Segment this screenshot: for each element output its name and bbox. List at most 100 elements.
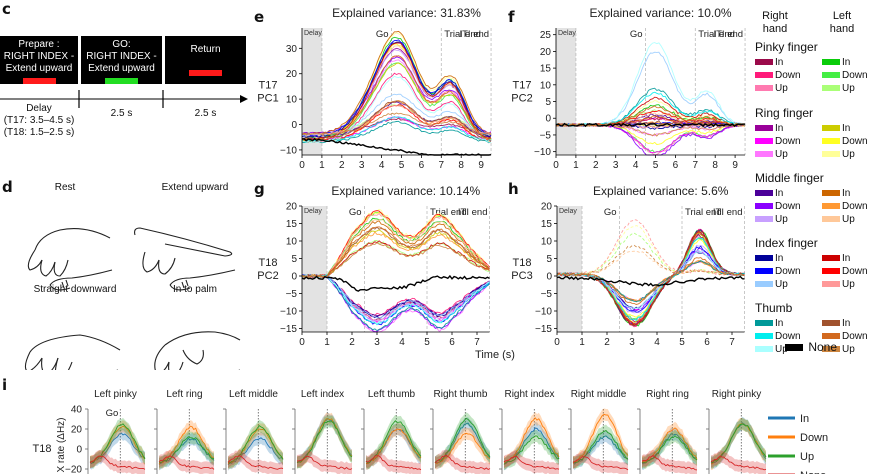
legend-label: Up [775,149,788,160]
delay-shading [556,28,576,155]
x-tick-label: 7 [474,337,480,348]
legend-group-index-finger: Index finger [755,236,818,250]
legend-item-right-pinky-in: In [755,57,783,68]
hand-rest-icon [27,228,113,291]
legend-label: In [775,188,784,199]
legend-item-right-ring-up: Up [755,149,788,160]
trace [301,226,490,278]
trace-none [710,455,767,471]
x-tick-label: 1 [579,337,585,348]
legend-label: In [775,318,784,329]
legend-label: Down [775,70,801,81]
legend-swatch [755,138,773,145]
legend-item-left-ring-down: Down [822,136,868,147]
legend-item-right-middle-in: In [755,188,783,199]
return-duration: 2.5 s [194,108,217,119]
legend-swatch [822,59,840,66]
legend-label: Down [775,266,801,277]
trace [556,244,745,277]
trace-none [434,454,491,471]
legend-left-line2: hand [829,23,855,35]
x-tick-label: 0 [299,160,305,171]
legend-swatch [755,151,773,158]
trace-up [434,417,491,464]
y-label-line1: T17 [513,80,532,92]
legend-label: In [842,253,851,264]
legend-label: In [842,57,851,68]
trace-none [301,274,490,292]
legend-item-left-middle-down: Down [822,201,868,212]
legend-left-hand-header: Left hand [822,10,862,36]
legend-item-right-ring-in: In [755,123,783,134]
hand-extend-icon [134,227,236,291]
x-tick-label: 0 [553,160,559,171]
y-tick-label: −20 [65,465,82,474]
legend-none-swatch [785,344,803,352]
legend-swatch [755,255,773,262]
delay-shading [557,206,582,332]
trace-in [572,435,629,465]
x-tick-label: 4 [379,160,385,171]
trace [301,36,492,140]
cue-go: GO: RIGHT INDEX - Extend upward [81,36,162,84]
y-tick-label: 20 [541,202,553,213]
x-tick-label: 4 [633,160,639,171]
confidence-band-in [228,431,283,471]
trace-up [710,423,767,464]
legend-swatch [822,346,840,353]
legend-item-left-thumb-down: Down [822,331,868,342]
legend-swatch [755,320,773,327]
trace-up [296,420,353,463]
delay-label: Delay [559,208,577,215]
trace [301,112,492,136]
trace [301,55,492,141]
panel-d-label: d [2,178,13,196]
x-tick-label: 6 [704,337,710,348]
trace-up [89,423,146,464]
legend-label: Down [775,331,801,342]
cue-go-line3: Extend upward [88,63,155,74]
legend-label: Up [842,149,855,160]
legend-swatch [822,138,840,145]
subplot-title: Right pinky [712,389,761,400]
y-label-line1: T17 [259,80,278,92]
legend-swatch [822,333,840,340]
subplot-left-thumb: Left thumb [361,389,422,474]
confidence-band-in [297,412,352,469]
trace-none [503,455,560,470]
confidence-band-up [297,415,352,469]
cue-prepare-bar [22,78,56,84]
confidence-band-none [573,450,628,474]
y-tick-label: 15 [541,219,553,230]
legend-item-left-ring-in: In [822,123,850,134]
confidence-band-down [435,427,490,470]
y-tick-label: −10 [534,147,551,158]
trace [301,212,490,278]
trace-up [641,435,698,464]
legend-swatch [822,72,840,79]
y-label-line2: PC2 [257,270,278,282]
legend-item-left-pinky-up: Up [822,83,855,94]
x-tick-label: 6 [419,160,425,171]
y-tick-label: −5 [541,289,553,300]
confidence-band-in [366,422,421,470]
cue-return-bar [189,70,222,76]
y-tick-label: 10 [540,80,552,91]
cue-go-line2: RIGHT INDEX - [86,51,157,62]
panel-f-label: f [508,8,515,26]
chart-title: Explained variance: 10.0% [589,6,731,20]
legend-swatch [822,190,840,197]
legend-label-in: In [800,413,809,425]
trace-in [89,432,146,465]
trace-up [158,436,215,463]
legend-label: Up [775,83,788,94]
trace [301,274,490,322]
legend-item-left-pinky-in: In [822,57,850,68]
legend-item-left-thumb-in: In [822,318,850,329]
confidence-band-down [504,411,559,470]
legend-label: Up [775,279,788,290]
legend-swatch [822,151,840,158]
legend-item-left-pinky-down: Down [822,70,868,81]
y-tick-label: 0 [545,114,551,125]
trace [301,239,490,278]
